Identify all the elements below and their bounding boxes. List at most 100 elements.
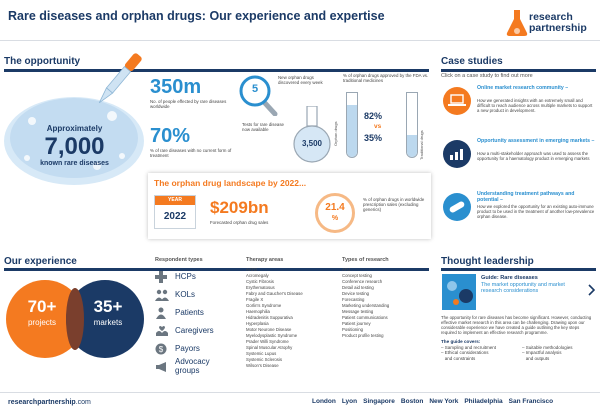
growth-chart-icon [443, 140, 471, 168]
case-study-3[interactable]: Understanding treatment pathways and pot… [441, 191, 596, 241]
carers-icon [155, 324, 169, 336]
logo-text-research: research [529, 11, 573, 23]
orphan-pct: 82% [364, 111, 383, 121]
guide-subtitle: The market opportunity and market resear… [481, 282, 565, 295]
guide-cover-point: – Sampling and recruitment [441, 345, 497, 350]
therapy-list: AATD Acromegaly Cystic Fibrosis Erythematos… [246, 267, 338, 369]
therapy-header: Therapy areas [246, 257, 284, 263]
patient-icon [155, 306, 169, 319]
people-icon [155, 288, 169, 301]
megaphone-icon [155, 360, 169, 372]
office-city: San Francisco [508, 398, 554, 405]
respondent-advocacy: Advocacy groups [155, 357, 235, 375]
flask-logo-icon [506, 10, 528, 36]
office-city: Singapore [363, 398, 395, 405]
website-link[interactable]: researchpartnership.com [8, 399, 91, 406]
svg-text:$: $ [159, 345, 164, 354]
opportunity-bar [4, 69, 429, 72]
therapy-area-item: AATD [246, 267, 258, 272]
therapy-area-item: Acromegaly [246, 273, 269, 278]
office-cities: London Lyon Singapore Boston New York Philade… [312, 398, 553, 405]
vs-label: vs [374, 123, 382, 130]
plus-cross-icon [155, 270, 169, 283]
research-type-item: Forecasting [342, 297, 365, 302]
guide-title: Guide: Rare diseases [481, 275, 538, 281]
overlap-lens [66, 288, 84, 350]
therapy-area-item: Cystic Fibrosis [246, 279, 274, 284]
landscape-panel: The orphan drug landscape by 2022... YEA… [148, 173, 431, 239]
projects-label: projects [27, 318, 56, 327]
header-divider [0, 40, 600, 41]
company-logo[interactable]: research partnership [506, 6, 594, 42]
research-header: Types of research [342, 257, 389, 263]
research-list: ATU Concept testing Conference research Det… [342, 267, 430, 339]
guide-cover-point: – Impactful analysis [522, 350, 562, 356]
therapy-area-item: Erythematosus [246, 285, 275, 290]
new-drugs-value: 5 [251, 83, 259, 95]
experience-title: Our experience [4, 256, 77, 267]
covers-left-list: – Sampling and recruitment – Ethical cons… [441, 345, 517, 361]
therapy-area-item: Haemophilia [246, 309, 270, 314]
calendar-icon: YEAR 2022 [154, 195, 196, 229]
therapy-area-item: Systemic Sclerosis [246, 357, 283, 362]
petri-dish-icon [4, 97, 144, 185]
respondent-label: KOLs [175, 289, 196, 299]
case-study-2-desc: How a multi-stakeholder approach was use… [477, 151, 590, 162]
research-type-item: Conference research [342, 279, 383, 284]
thought-body: The opportunity for rare diseases has be… [441, 315, 592, 336]
guide-cover-point: – Ethical considerations [441, 350, 489, 356]
share-unit: % [331, 215, 339, 222]
respondent-patients: Patients [155, 303, 235, 321]
guide-cover-thumbnail [442, 274, 476, 310]
research-type-item: Product profile testing [342, 333, 384, 338]
page-title: Rare diseases and orphan drugs: Our expe… [8, 9, 385, 23]
footer-divider [0, 392, 600, 393]
laptop-icon [443, 87, 471, 115]
therapy-area-item: Spinal Muscular Atrophy [246, 345, 293, 350]
chevron-right-icon[interactable] [588, 284, 595, 296]
respondent-label: HCPs [175, 271, 196, 281]
stat-350m-value: 350m [150, 76, 202, 98]
stat-350m-label: No. of people effected by rare diseases … [150, 99, 227, 110]
bubble-prefix: Approximately [46, 124, 103, 133]
landscape-title: The orphan drug landscape by 2022... [154, 178, 307, 188]
sales-label: Forecasted orphan drug sales [210, 220, 269, 225]
rare-diseases-bubble: Approximately 7,000 known rare diseases [2, 86, 147, 186]
research-type-item: Concept testing [342, 273, 372, 278]
share-value: 21.4 [325, 202, 345, 213]
bubble-suffix: known rare diseases [40, 160, 109, 167]
covers-right-list: – Suitable methodologies – Impactful anal… [522, 345, 598, 361]
markets-value: 35+ [93, 297, 123, 316]
research-type-item: Device testing [342, 291, 369, 296]
research-type-item: Positioning [342, 327, 364, 332]
case-study-2[interactable]: Opportunity assessment in emerging marke… [441, 138, 596, 186]
research-type-item: Patient communications [342, 315, 388, 320]
therapy-area-item: Motor Neurone Disease [246, 327, 292, 332]
research-type-item: Message testing [342, 309, 374, 314]
logo-text-partnership: partnership [529, 22, 587, 34]
case-study-3-desc: How we explored the opportunity for an e… [477, 204, 595, 220]
therapy-area-item: Fabry and Gaucher's Disease [246, 291, 303, 296]
traditional-tube [406, 92, 418, 158]
projects-value: 70+ [27, 297, 57, 316]
respondent-list: HCPs KOLs Patients Caregivers $ Payors A… [155, 267, 235, 375]
therapy-area-item: Fragile X [246, 297, 264, 302]
tests-value: 3,500 [301, 139, 323, 148]
case-study-1[interactable]: Online market research community – How w… [441, 85, 596, 133]
traditional-tube-fill [407, 134, 417, 157]
markets-label: markets [93, 318, 123, 327]
thought-leadership-title: Thought leadership [441, 256, 534, 267]
opportunity-title: The opportunity [4, 56, 81, 67]
respondent-header: Respondent types [155, 257, 203, 263]
therapy-area-item: Gorlin's Syndrome [246, 303, 282, 308]
guide-card[interactable]: Guide: Rare diseases The market opportun… [441, 274, 596, 310]
respondent-label: Payors [175, 343, 200, 353]
respondent-label: Caregivers [175, 325, 214, 335]
office-city: Lyon [341, 398, 358, 405]
research-type-item: ATU [342, 267, 351, 272]
stat-70pct-value: 70% [150, 125, 191, 147]
respondent-caregivers: Caregivers [155, 321, 235, 339]
guide-cover-point: and constraints [441, 355, 476, 361]
case-study-1-title: Online market research community – [477, 85, 569, 91]
office-city: Boston [400, 398, 424, 405]
